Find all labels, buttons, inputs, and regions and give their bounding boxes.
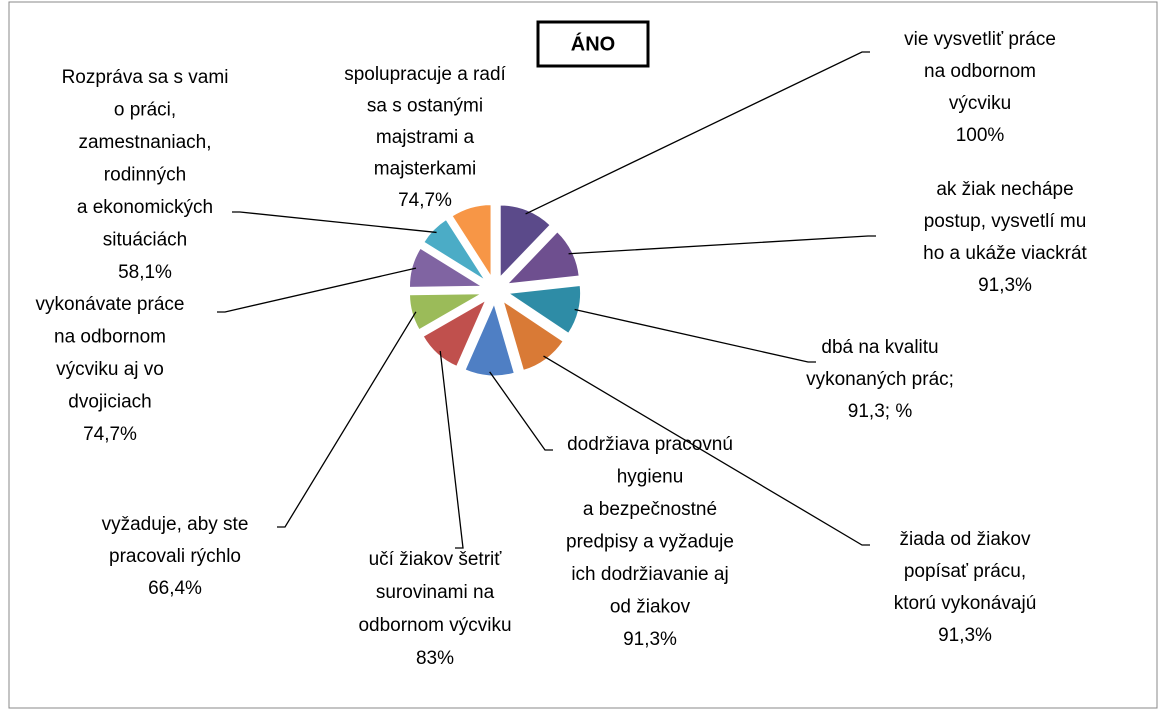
- leader-line: [277, 311, 417, 528]
- slice-label: vyžaduje, aby ste: [102, 514, 249, 535]
- leader-line: [574, 308, 816, 363]
- pie-slice: [423, 218, 486, 281]
- pie-slice: [502, 300, 564, 372]
- slice-label: výcviku: [949, 93, 1011, 114]
- chart-title: ÁNO: [571, 32, 615, 55]
- value-label: 91,3%: [978, 275, 1032, 296]
- slice-label: dvojiciach: [68, 392, 151, 413]
- plot-border: [8, 1, 1158, 709]
- value-label: 83%: [416, 648, 454, 669]
- slice-label: dodržiava pracovnú: [567, 434, 733, 455]
- slice-label: ak žiak nechápe: [936, 179, 1073, 200]
- slice-label: ktorú vykonávajú: [894, 593, 1037, 614]
- slice-label: spolupracuje a radí: [344, 64, 506, 85]
- slice-label: pracovali rýchlo: [109, 546, 241, 567]
- slice-label: a bezpečnostné: [583, 499, 717, 520]
- slice-label: vie vysvetliť práce: [904, 29, 1056, 50]
- title-box: [536, 20, 650, 68]
- slice-label: od žiakov: [610, 597, 691, 618]
- value-label: 91,3%: [623, 629, 677, 650]
- leader-line: [543, 355, 870, 546]
- value-label: 74,7%: [83, 424, 137, 445]
- slice-label: na odbornom: [924, 61, 1036, 82]
- slice-label: zamestnaniach,: [78, 132, 211, 153]
- slice-label: majsterkami: [374, 159, 476, 180]
- leader-line: [525, 51, 870, 215]
- slice-label: učí žiakov šetriť: [369, 549, 503, 570]
- slice-label: surovinami na: [376, 582, 495, 603]
- pie-slice: [499, 204, 551, 279]
- value-label: 66,4%: [148, 578, 202, 599]
- slice-label: na odbornom: [54, 327, 166, 348]
- value-label: 74,7%: [398, 190, 452, 211]
- slice-label: a ekonomických: [77, 197, 213, 218]
- slice-label: odbornom výcviku: [358, 615, 511, 636]
- pie-slice: [506, 231, 580, 285]
- pie-slice: [451, 204, 492, 279]
- slice-label: ho a ukáže viackrát: [923, 243, 1087, 264]
- leader-line: [217, 267, 417, 313]
- slice-label: rodinných: [104, 165, 186, 186]
- pie-slice: [422, 299, 487, 368]
- leader-line: [489, 371, 553, 451]
- slice-label: vykonávate práce: [36, 294, 185, 315]
- slice-label: situáciách: [103, 230, 188, 251]
- pie-slice: [409, 247, 484, 288]
- slice-label: vykonaných prác;: [806, 369, 954, 390]
- slice-label: výcviku aj vo: [56, 359, 164, 380]
- pie-slice: [464, 302, 515, 377]
- slice-label: ich dodržiavanie aj: [571, 564, 728, 585]
- value-label: 58,1%: [118, 262, 172, 283]
- slice-label: hygienu: [617, 467, 684, 488]
- leader-line: [232, 211, 437, 234]
- slice-label: žiada od žiakov: [900, 529, 1031, 550]
- slice-label: sa s ostanými: [367, 96, 483, 117]
- leader-line: [568, 235, 876, 255]
- slice-label: majstrami a: [376, 127, 475, 148]
- slice-label: o práci,: [114, 100, 176, 121]
- value-label: 91,3; %: [848, 401, 913, 422]
- leader-line: [439, 350, 464, 549]
- pie-slice: [409, 293, 484, 331]
- value-label: 91,3%: [938, 625, 992, 646]
- slice-label: Rozpráva sa s vami: [62, 67, 229, 88]
- value-label: 100%: [956, 125, 1005, 146]
- slice-label: popísať prácu,: [904, 561, 1026, 582]
- slice-label: postup, vysvetlí mu: [924, 211, 1087, 232]
- slice-label: predpisy a vyžaduje: [566, 532, 734, 553]
- slice-label: dbá na kvalitu: [821, 337, 938, 358]
